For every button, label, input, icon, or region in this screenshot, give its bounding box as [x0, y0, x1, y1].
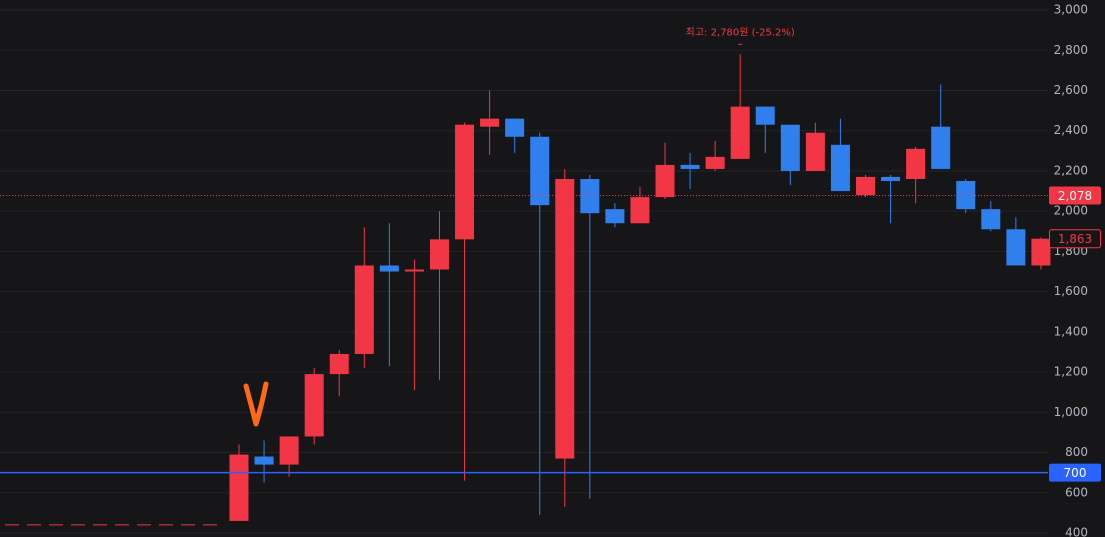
- candle-body: [480, 118, 500, 127]
- candle-body: [505, 118, 525, 137]
- candle-body: [830, 144, 850, 192]
- candle-body: [530, 136, 550, 206]
- y-tick-label: 2,200: [1054, 163, 1088, 177]
- candle-body: [605, 209, 625, 224]
- candle-body: [931, 126, 951, 169]
- price-label: 2,078: [1058, 189, 1092, 203]
- candle-body: [981, 209, 1001, 230]
- candle-body: [455, 124, 475, 240]
- annotation: 최고: 2,780원 (-25.2%): [686, 26, 795, 38]
- y-tick-label: 2,400: [1054, 123, 1088, 137]
- hand-drawn-mark: [243, 381, 269, 427]
- candle-body: [429, 239, 449, 270]
- last-price-label: 1,863: [1058, 232, 1092, 246]
- y-tick-label: 1,200: [1054, 365, 1088, 379]
- candle-body: [705, 156, 725, 169]
- candle-body: [354, 265, 374, 354]
- price-label-box: [1049, 186, 1101, 205]
- y-tick-label: 1,000: [1054, 405, 1088, 419]
- candle-body: [856, 176, 875, 196]
- candle-body: [730, 106, 750, 159]
- candle-body: [279, 436, 299, 465]
- candle-body: [881, 176, 901, 182]
- candle-body: [304, 374, 324, 437]
- candle-body: [1006, 229, 1026, 266]
- candle-body: [805, 132, 825, 171]
- y-tick-label: 600: [1065, 485, 1088, 499]
- y-tick-label: 400: [1065, 525, 1088, 537]
- candle-body: [655, 164, 675, 198]
- y-tick-label: 1,600: [1054, 284, 1088, 298]
- candle-body: [379, 265, 399, 272]
- y-tick-label: 2,000: [1054, 204, 1088, 218]
- y-tick-label: 2,600: [1054, 83, 1088, 97]
- price-label: 700: [1064, 466, 1087, 480]
- candle-body: [630, 197, 650, 224]
- candle-body: [229, 454, 249, 521]
- candle-body: [906, 148, 926, 179]
- y-tick-label: 3,000: [1054, 3, 1088, 17]
- candle-body: [555, 179, 575, 459]
- last-price-box: [1049, 229, 1101, 249]
- y-tick-label: 1,400: [1054, 324, 1088, 338]
- y-tick-label: 2,800: [1054, 43, 1088, 57]
- candle-body: [580, 179, 600, 214]
- candle-body: [254, 456, 274, 465]
- price-label-box: [1049, 463, 1101, 482]
- candle-body: [329, 353, 349, 375]
- candle-body: [780, 124, 800, 171]
- candle-body: [404, 269, 424, 272]
- y-tick-label: 800: [1065, 445, 1088, 459]
- candle-body: [755, 106, 775, 125]
- candle-body: [1031, 238, 1051, 266]
- candle-body: [956, 181, 976, 210]
- candle-body: [680, 164, 700, 169]
